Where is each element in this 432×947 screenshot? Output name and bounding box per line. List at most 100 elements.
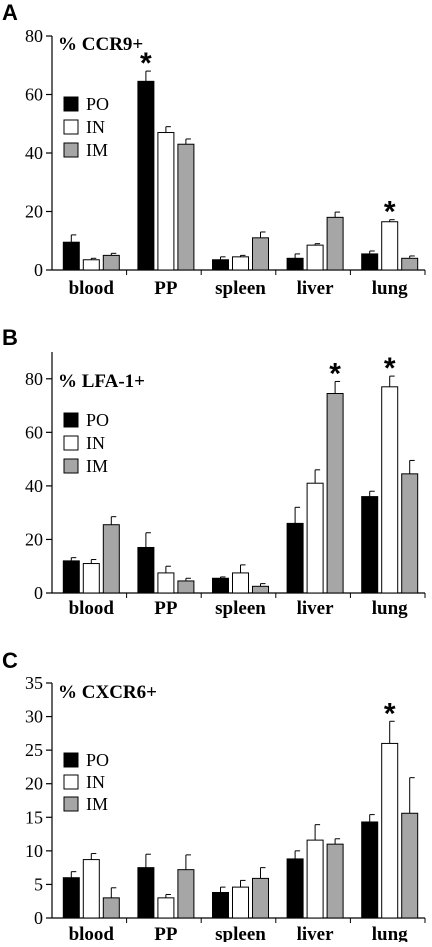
panel-c-bar-po-liver bbox=[286, 858, 304, 919]
panel-c-letter: C bbox=[2, 648, 18, 673]
panel-a-legend-label-in: IN bbox=[86, 117, 105, 137]
panel-a-bar-im-lung bbox=[401, 257, 419, 271]
panel-c-category-label: blood bbox=[69, 924, 115, 942]
panel-a-legend-swatch-im bbox=[63, 142, 79, 158]
panel-b-bar-in-pp bbox=[157, 572, 175, 594]
panel-b-category-label: spleen bbox=[215, 598, 266, 619]
panel-c-bar-im-pp bbox=[177, 869, 195, 919]
panel-c-bar-in-spleen bbox=[232, 886, 249, 919]
panel-a-significance-star: * bbox=[140, 47, 152, 80]
panel-c-category-label: liver bbox=[297, 924, 334, 942]
panel-a-category-label: blood bbox=[69, 278, 115, 299]
panel-b-title: % LFA-1+ bbox=[58, 371, 145, 392]
panel-a-y-tick-label: 80 bbox=[25, 26, 43, 46]
panel-c-bar-po-spleen bbox=[212, 891, 229, 919]
panel-c-category-label: lung bbox=[372, 924, 408, 942]
panel-c-title: % CXCR6+ bbox=[58, 682, 157, 703]
panel-c-y-tick-label: 20 bbox=[25, 774, 43, 794]
panel-a-bar-po-lung bbox=[361, 253, 379, 271]
panel-a-legend-label-im: IM bbox=[86, 140, 108, 160]
panel-c-legend-swatch-im bbox=[63, 796, 79, 812]
panel-a-y-tick-label: 0 bbox=[34, 260, 43, 280]
panel-c-legend-label-im: IM bbox=[86, 794, 108, 814]
panel-b-significance-star: * bbox=[384, 352, 396, 385]
panel-a-bar-in-spleen bbox=[232, 256, 249, 271]
panel-a-bar-im-blood bbox=[102, 254, 120, 271]
panel-b-bar-po-liver bbox=[286, 522, 304, 594]
panel-c-category-label: PP bbox=[154, 924, 178, 942]
panel-b-legend-swatch-in bbox=[63, 435, 79, 451]
panel-c-y-tick-label: 5 bbox=[34, 874, 43, 894]
panel-c-significance-star: * bbox=[384, 697, 396, 730]
panel-c-y-tick-label: 10 bbox=[25, 841, 43, 861]
panel-c-y-tick-label: 30 bbox=[25, 707, 43, 727]
panel-c-legend-label-po: PO bbox=[86, 750, 109, 770]
panel-b-bar-im-spleen bbox=[252, 585, 269, 594]
panel-a-category-label: PP bbox=[154, 278, 178, 299]
panel-a-bar-po-liver bbox=[286, 257, 304, 271]
panel-c-legend-label-in: IN bbox=[86, 772, 105, 792]
panel-a-bar-po-spleen bbox=[212, 259, 229, 271]
panel-c-bar-im-spleen bbox=[252, 877, 269, 919]
panel-a-bar-im-liver bbox=[326, 216, 344, 271]
panel-a-category-label: spleen bbox=[215, 278, 266, 299]
panel-a-bar-im-pp bbox=[177, 143, 195, 271]
panel-a-category-label: liver bbox=[297, 278, 334, 299]
panel-b-bar-po-pp bbox=[137, 546, 155, 594]
panel-c-category-label: spleen bbox=[215, 924, 266, 942]
panel-b-bar-im-lung bbox=[401, 473, 419, 594]
panel-b-category-label: blood bbox=[69, 598, 115, 619]
panel-b-bar-po-blood bbox=[62, 560, 80, 594]
panel-b-legend-label-po: PO bbox=[86, 410, 109, 430]
panel-c-legend-swatch-in bbox=[63, 774, 79, 790]
panel-b-bar-im-blood bbox=[102, 524, 120, 594]
panel-b-legend-label-im: IM bbox=[86, 456, 108, 476]
panel-c-bar-po-pp bbox=[137, 867, 155, 919]
panel-b-category-label: lung bbox=[372, 598, 408, 619]
panel-a-legend-swatch-po bbox=[63, 96, 79, 112]
panel-b-bar-im-liver bbox=[326, 393, 344, 594]
panel-c-bar-im-liver bbox=[326, 843, 344, 919]
panel-c-y-tick-label: 35 bbox=[25, 673, 43, 693]
panel-b-letter: B bbox=[2, 325, 18, 350]
panel-a-bar-po-pp bbox=[137, 80, 155, 271]
panel-c-bar-in-pp bbox=[157, 897, 175, 919]
panel-a-bar-in-blood bbox=[82, 259, 100, 271]
panel-b-y-tick-label: 0 bbox=[34, 583, 43, 603]
panel-a-y-tick-label: 20 bbox=[25, 202, 43, 222]
panel-a-y-tick-label: 60 bbox=[25, 85, 43, 105]
panel-b-bar-in-lung bbox=[381, 386, 399, 594]
panel-b-bar-po-spleen bbox=[212, 577, 229, 594]
panel-b-category-label: liver bbox=[297, 598, 334, 619]
panel-b-bar-in-blood bbox=[82, 563, 100, 594]
panel-a-y-tick-label: 40 bbox=[25, 143, 43, 163]
panel-a-bar-in-liver bbox=[306, 244, 324, 271]
panel-c-bar-in-lung bbox=[381, 742, 399, 919]
panel-b-bar-in-spleen bbox=[232, 572, 249, 594]
panel-b-significance-star: * bbox=[329, 357, 341, 390]
panel-c-bar-po-blood bbox=[62, 877, 80, 919]
panel-b-category-label: PP bbox=[154, 598, 178, 619]
panel-c-legend-swatch-po bbox=[63, 752, 79, 768]
panel-b-legend-swatch-po bbox=[63, 412, 79, 428]
panel-a-bar-im-spleen bbox=[252, 237, 269, 271]
panel-b-bar-po-lung bbox=[361, 496, 379, 594]
panel-b-bar-in-liver bbox=[306, 482, 324, 594]
panel-b-y-tick-label: 60 bbox=[25, 422, 43, 442]
panel-b-y-tick-label: 20 bbox=[25, 529, 43, 549]
panel-a-title: % CCR9+ bbox=[58, 34, 143, 55]
panel-b-y-tick-label: 80 bbox=[25, 369, 43, 389]
panel-c-y-tick-label: 25 bbox=[25, 740, 43, 760]
panel-b-bar-im-pp bbox=[177, 580, 195, 594]
panel-b-y-tick-label: 40 bbox=[25, 476, 43, 496]
panel-b-legend-label-in: IN bbox=[86, 433, 105, 453]
panel-a-bar-po-blood bbox=[62, 241, 80, 271]
panel-c-bar-po-lung bbox=[361, 821, 379, 919]
panel-a-legend-swatch-in bbox=[63, 119, 79, 135]
panel-c-bar-in-blood bbox=[82, 859, 100, 919]
panel-a-bar-in-lung bbox=[381, 221, 399, 271]
panel-a-letter: A bbox=[2, 0, 18, 25]
panel-a-bar-in-pp bbox=[157, 132, 175, 271]
